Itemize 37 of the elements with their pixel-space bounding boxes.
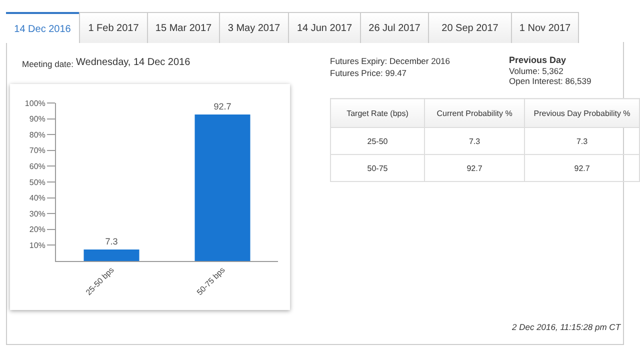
text: Target Rate (bps) — [330, 98, 424, 128]
y-tick-label: 50% — [29, 178, 46, 187]
y-tick-label: 90% — [29, 114, 46, 124]
text: 50-75 — [330, 154, 424, 182]
y-tick-label: 80% — [29, 130, 46, 140]
y-tick-label: 100% — [24, 98, 46, 108]
data-label: 92.7 — [214, 102, 232, 112]
text: Futures Price: 99.47 — [330, 68, 407, 78]
text: 92.7 — [424, 154, 525, 182]
text: Open Interest: 86,539 — [509, 76, 592, 86]
text: 7.3 — [524, 128, 640, 154]
text: Futures Expiry: December 2016 — [330, 56, 450, 66]
text: 20 Sep 2017 — [428, 12, 512, 43]
text: Volume: 5,362 — [509, 66, 564, 76]
y-tick-label: 40% — [29, 194, 46, 203]
text: Previous Day Probability % — [524, 98, 640, 128]
y-tick-label: 70% — [29, 146, 46, 156]
y-tick-label: 20% — [29, 225, 46, 234]
y-tick-label: 30% — [29, 209, 46, 218]
text: Previous Day — [509, 55, 566, 65]
y-tick-label: 10% — [29, 241, 46, 250]
text: Meeting date: — [22, 59, 74, 69]
text: 26 Jul 2017 — [360, 12, 429, 43]
text: Wednesday, 14 Dec 2016 — [76, 57, 190, 68]
text: 15 Mar 2017 — [147, 12, 220, 43]
text: Current Probability % — [424, 98, 525, 128]
text: 14 Dec 2016 — [6, 12, 80, 43]
text: 2 Dec 2016, 11:15:28 pm CT — [512, 322, 621, 332]
y-tick-label: 60% — [29, 162, 46, 171]
text: 1 Nov 2017 — [511, 12, 579, 43]
text: 25-50 — [330, 128, 424, 154]
text: 3 May 2017 — [219, 12, 289, 43]
text: 92.7 — [524, 154, 640, 182]
data-label: 7.3 — [105, 236, 118, 246]
text: 1 Feb 2017 — [79, 12, 148, 43]
text: 14 Jun 2017 — [288, 12, 361, 43]
text: 7.3 — [424, 128, 525, 154]
